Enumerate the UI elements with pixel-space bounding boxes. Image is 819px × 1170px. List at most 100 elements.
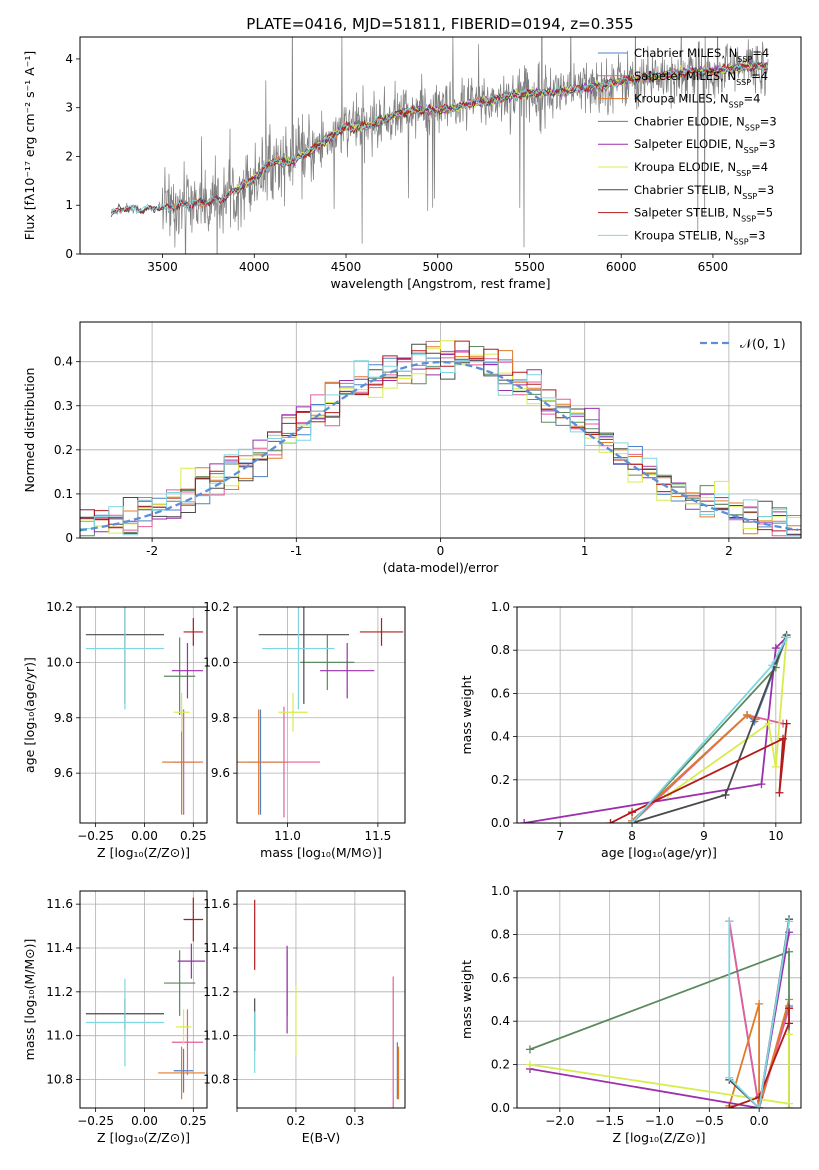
y-tick-label: 4 — [65, 52, 73, 66]
y-tick-label: 0 — [65, 247, 73, 261]
y-tick-label: 0.1 — [54, 487, 73, 501]
model-spectrum — [111, 60, 768, 215]
y-tick-label: 11.4 — [203, 941, 230, 955]
x-tick-label: 0.00 — [131, 1114, 158, 1128]
weight-line — [631, 636, 788, 823]
legend-entry: Salpeter STELIB, NSSP=5 — [634, 206, 773, 224]
y-tick-label: 0.2 — [491, 1058, 510, 1072]
x-tick-label: −0.5 — [695, 1114, 724, 1128]
legend-entry: Chabrier MILES, NSSP=4 — [634, 46, 769, 64]
x-tick-label: 11.5 — [365, 829, 392, 843]
x-tick-label: 9 — [700, 829, 708, 843]
plot-area — [85, 607, 204, 815]
y-tick-label: 9.8 — [54, 711, 73, 725]
x-tick-label: 0.25 — [180, 829, 207, 843]
y-tick-label: 11.0 — [203, 1029, 230, 1043]
weight-marker — [628, 808, 637, 817]
plot-area — [85, 897, 206, 1100]
weight-marker — [755, 1093, 764, 1102]
chart-age_vs_Z: −0.25 0.00 0.25 9.6 9.8 10.0 10.2 Z [log₁₀(Z/Z⊙… — [22, 600, 208, 860]
normal-curve — [80, 360, 799, 532]
y-tick-label: 11.4 — [46, 941, 73, 955]
x-tick-label: 0 — [437, 544, 445, 558]
y-axis-label: Flux [fλ10⁻¹⁷ erg cm⁻² s⁻¹ A⁻¹] — [22, 51, 37, 240]
y-tick-label: 11.6 — [203, 897, 230, 911]
y-tick-label: 0.2 — [491, 773, 510, 787]
x-tick-label: 5500 — [514, 260, 545, 274]
weight-line — [728, 921, 790, 1108]
y-tick-label: 11.6 — [46, 897, 73, 911]
x-tick-label: −1.0 — [645, 1114, 674, 1128]
plot-frame — [79, 36, 802, 255]
x-tick-label: −0.25 — [77, 829, 114, 843]
x-tick-label: 2 — [725, 544, 733, 558]
weight-marker — [764, 719, 773, 728]
weight-marker — [785, 917, 794, 926]
x-tick-label: 6000 — [606, 260, 637, 274]
x-tick-label: 8 — [628, 829, 636, 843]
legend-entry: Kroupa STELIB, NSSP=3 — [634, 228, 765, 246]
plot-area — [525, 915, 794, 1108]
y-tick-label: 0.6 — [491, 971, 510, 985]
y-axis-label: mass weight — [459, 675, 474, 754]
plot-frame — [79, 606, 208, 824]
y-tick-label: 10.8 — [203, 1073, 230, 1087]
weight-marker — [721, 790, 730, 799]
chart-mass_vs_ebv: 0.2 0.3 10.8 11.0 11.2 11.4 11.6 E(B-V) — [203, 890, 406, 1145]
x-tick-label: 7 — [556, 829, 564, 843]
y-tick-label: 0.6 — [491, 686, 510, 700]
weight-marker — [757, 780, 766, 789]
y-tick-label: 10.2 — [46, 600, 73, 614]
x-tick-label: −1.5 — [595, 1114, 624, 1128]
plot-area — [110, 37, 769, 254]
plot-area — [254, 899, 400, 1108]
plot-frame — [516, 890, 802, 1109]
weight-line — [728, 921, 790, 1108]
y-axis-label: age [log₁₀(age/yr)] — [22, 657, 37, 773]
weight-marker — [775, 788, 784, 797]
weight-line — [524, 636, 788, 823]
weight-marker — [525, 1060, 534, 1069]
weight-line — [728, 1008, 790, 1108]
plot-frame — [236, 890, 406, 1109]
y-tick-label: 0.3 — [54, 399, 73, 413]
weight-marker — [755, 999, 764, 1008]
y-tick-label: 11.0 — [46, 1029, 73, 1043]
legend-entry: Chabrier ELODIE, NSSP=3 — [634, 114, 777, 131]
figure-title: PLATE=0416, MJD=51811, FIBERID=0194, z=0… — [246, 15, 633, 33]
y-axis-label: Normed distribution — [22, 368, 37, 493]
weight-marker — [785, 1004, 794, 1013]
chart-mass_vs_Z: −0.25 0.00 0.25 10.8 11.0 11.2 11.4 11.6 Z [log₁… — [22, 890, 208, 1145]
weight-marker — [520, 819, 529, 823]
weight-line — [631, 714, 784, 823]
x-tick-label: 3500 — [147, 260, 178, 274]
x-axis-label: Z [log₁₀(Z/Z⊙)] — [613, 1130, 706, 1145]
y-tick-label: 0.0 — [491, 816, 510, 830]
weight-marker — [628, 819, 637, 823]
x-tick-label: 0.00 — [131, 829, 158, 843]
weight-marker — [725, 1104, 734, 1108]
weight-marker — [725, 917, 734, 926]
x-axis-label: E(B-V) — [302, 1130, 341, 1145]
weight-marker — [779, 734, 788, 743]
y-tick-label: 9.6 — [54, 766, 73, 780]
y-tick-label: 1.0 — [491, 600, 510, 614]
x-tick-label: 6500 — [698, 260, 729, 274]
plot-area — [237, 607, 404, 818]
legend-entry: Salpeter MILES, NSSP=4 — [634, 69, 768, 87]
weight-marker — [725, 1073, 734, 1082]
legend: Chabrier MILES, NSSP=4 Salpeter MILES, NS… — [598, 46, 777, 246]
y-axis-label: mass weight — [459, 960, 474, 1039]
x-tick-label: 1 — [581, 544, 589, 558]
residual-histogram — [80, 340, 801, 535]
plot-area — [80, 340, 801, 537]
x-tick-label: 4000 — [239, 260, 270, 274]
y-tick-label: 1.0 — [491, 884, 510, 898]
y-tick-label: 10.2 — [203, 600, 230, 614]
chart-weight_vs_age: 7 8 9 10 0.0 0.2 0.4 0.6 0.8 1.0 age [log₁₀(age/yr… — [459, 600, 802, 860]
x-tick-label: −0.25 — [77, 1114, 114, 1128]
weight-marker — [771, 644, 780, 653]
model-spectrum — [110, 60, 768, 215]
y-tick-label: 9.6 — [211, 766, 230, 780]
plot-area — [520, 631, 791, 823]
